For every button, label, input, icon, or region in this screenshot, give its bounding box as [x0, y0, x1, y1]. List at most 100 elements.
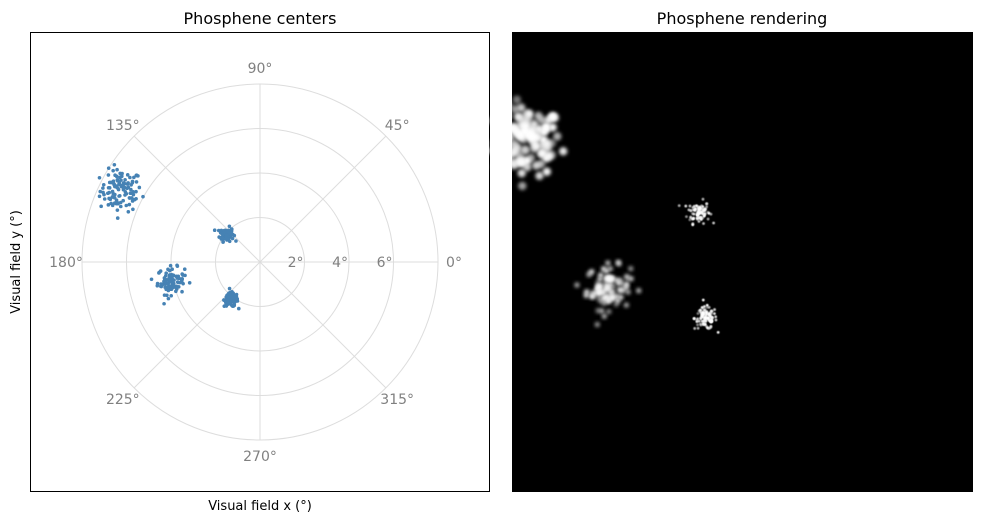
- rendered-phosphene: [596, 295, 602, 301]
- rendered-phosphene: [699, 316, 703, 320]
- phosphene-center-point: [106, 203, 111, 207]
- polar-ticks: 0° 45° 90° 135° 180° 225° 270° 315° 2° 4° 6°: [49, 61, 462, 465]
- phosphene-center-point: [130, 180, 135, 185]
- phosphene-center-point: [131, 207, 135, 212]
- phosphene-center-point: [107, 190, 111, 195]
- rendered-phosphene: [700, 204, 704, 208]
- rendered-phosphene: [584, 289, 590, 295]
- phosphene-center-point: [231, 299, 236, 303]
- rendered-phosphene: [697, 211, 700, 215]
- rendered-phosphene: [704, 310, 708, 313]
- phosphene-center-point: [217, 235, 221, 239]
- phosphene-center-point: [227, 291, 232, 296]
- theta-tick-label: 0°: [446, 255, 462, 271]
- rendered-phosphene: [693, 207, 697, 210]
- polar-grid: [81, 83, 439, 441]
- rendered-phosphene: [698, 206, 702, 210]
- phosphene-center-point: [106, 185, 111, 190]
- rendered-phosphene: [535, 171, 544, 180]
- rendered-phosphene: [695, 320, 699, 323]
- phosphene-center-point: [116, 201, 120, 206]
- rendered-phosphene: [494, 133, 503, 142]
- phosphene-center-point: [162, 276, 167, 280]
- rendered-phosphene: [601, 313, 607, 319]
- phosphene-center-point: [230, 236, 235, 241]
- phosphene-center-point: [131, 190, 135, 194]
- phosphene-center-point: [129, 196, 134, 200]
- rendered-phosphene: [598, 272, 604, 278]
- polar-points: [97, 163, 241, 311]
- x-axis-label: Visual field x (°): [208, 499, 312, 514]
- rendered-phosphene: [691, 223, 695, 227]
- theta-tick-label: 225°: [106, 392, 140, 408]
- rendered-phosphene: [709, 212, 713, 216]
- phosphene-center-point: [169, 293, 174, 298]
- rendered-phosphene: [574, 282, 580, 288]
- rendered-phosphene: [608, 289, 614, 295]
- phosphene-center-point: [117, 193, 122, 198]
- rendered-phosphene: [510, 105, 520, 114]
- rendered-phosphene: [706, 217, 710, 221]
- phosphene-center-point: [168, 278, 173, 282]
- rendered-phosphene: [601, 288, 607, 295]
- rendered-phosphene: [707, 318, 711, 322]
- rendered-phosphene: [713, 312, 716, 316]
- rendered-phosphene: [589, 290, 595, 296]
- theta-tick-label: 180°: [49, 255, 83, 271]
- phosphene-center-point: [220, 235, 224, 240]
- rendered-phosphene: [703, 321, 707, 325]
- phosphene-center-point: [121, 198, 125, 203]
- rendered-phosphene: [702, 222, 705, 225]
- phosphene-center-point: [107, 196, 111, 201]
- phosphene-center-point: [227, 224, 232, 229]
- phosphene-center-point: [126, 181, 130, 185]
- rendered-phosphene: [636, 288, 642, 294]
- phosphene-center-point: [232, 233, 237, 238]
- rendered-phosphene: [518, 158, 528, 167]
- rendered-phosphene: [625, 289, 631, 295]
- angular-grid-line: [259, 135, 387, 263]
- rendered-phosphene: [689, 209, 693, 213]
- phosphene-center-point: [125, 173, 130, 177]
- phosphene-center-point: [111, 168, 115, 173]
- rendered-phosphene: [503, 101, 512, 110]
- phosphene-center-point: [236, 306, 241, 311]
- rendered-phosphene: [504, 150, 513, 159]
- rendered-phosphene: [513, 112, 523, 121]
- rendered-phosphene: [703, 209, 707, 213]
- phosphene-center-point: [113, 184, 117, 189]
- rendered-phosphene: [701, 197, 705, 201]
- rendered-phosphene: [526, 153, 536, 163]
- phosphene-center-point: [101, 186, 105, 190]
- phosphene-center-point: [227, 286, 232, 291]
- rendered-phosphene: [513, 130, 522, 140]
- rendered-phosphene: [518, 181, 527, 191]
- rendered-phosphene: [615, 298, 621, 304]
- rendered-phosphene: [688, 218, 692, 222]
- rendered-phosphene: [558, 147, 568, 156]
- phosphene-center-point: [132, 197, 137, 202]
- rendered-phosphene: [527, 131, 536, 141]
- phosphene-center-point: [101, 190, 105, 195]
- rendered-phosphene: [714, 315, 718, 319]
- phosphene-center-point: [110, 189, 115, 194]
- theta-tick-label: 270°: [243, 449, 277, 465]
- rendered-phosphene: [609, 275, 615, 281]
- phosphene-center-point: [162, 301, 166, 306]
- rendered-phosphene: [586, 271, 593, 277]
- rendered-phosphene: [512, 95, 522, 104]
- theta-tick-label: 45°: [385, 118, 410, 134]
- rendered-phosphene: [603, 268, 610, 274]
- rendered-phosphene: [710, 309, 714, 313]
- phosphene-center-point: [149, 277, 154, 282]
- rendered-phosphene: [705, 324, 708, 328]
- phosphene-center-point: [141, 194, 145, 199]
- rendered-phosphene: [607, 266, 613, 272]
- angular-grid-line: [133, 135, 261, 263]
- rendered-phosphene: [616, 280, 622, 286]
- phosphene-center-point: [212, 228, 217, 233]
- r-tick-label: 6°: [377, 255, 393, 271]
- phosphene-center-point: [134, 173, 139, 178]
- rendered-phosphene: [545, 151, 554, 161]
- phosphene-center-point: [166, 281, 171, 286]
